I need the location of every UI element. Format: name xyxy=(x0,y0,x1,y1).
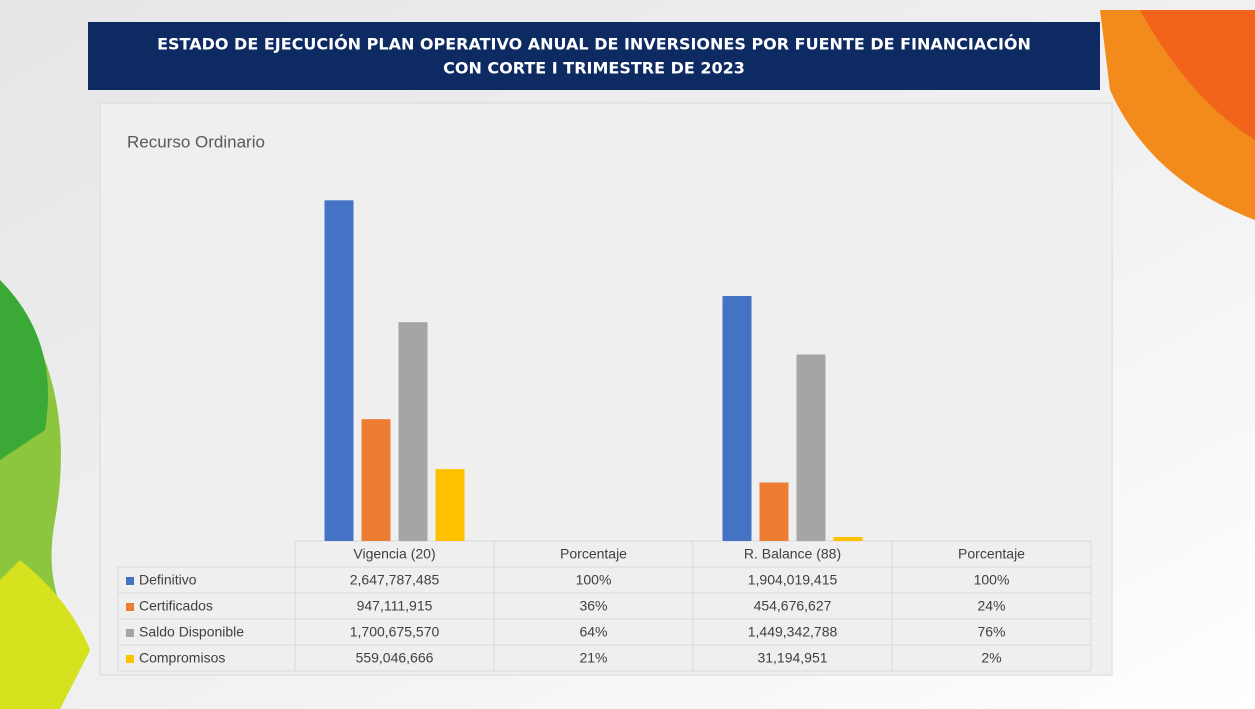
legend-label: Definitivo xyxy=(139,572,197,588)
header-title: ESTADO DE EJECUCIÓN PLAN OPERATIVO ANUAL… xyxy=(157,35,1031,54)
category-label: R. Balance (88) xyxy=(744,546,841,562)
table-value: 559,046,666 xyxy=(356,650,434,666)
category-label: Vigencia (20) xyxy=(353,546,435,562)
bar xyxy=(797,355,826,541)
bar xyxy=(760,482,789,541)
legend-swatch xyxy=(126,603,134,611)
page: ESTADO DE EJECUCIÓN PLAN OPERATIVO ANUAL… xyxy=(0,0,1255,709)
table-value: 36% xyxy=(579,598,607,614)
header-title: CON CORTE I TRIMESTRE DE 2023 xyxy=(443,59,745,78)
legend-label: Certificados xyxy=(139,598,213,614)
table-value: 1,449,342,788 xyxy=(748,624,838,640)
legend-label: Saldo Disponible xyxy=(139,624,244,640)
slide: ESTADO DE EJECUCIÓN PLAN OPERATIVO ANUAL… xyxy=(0,0,1255,709)
bar xyxy=(399,322,428,541)
category-label: Porcentaje xyxy=(958,546,1025,562)
bar xyxy=(834,537,863,541)
table-value: 24% xyxy=(977,598,1005,614)
table-value: 100% xyxy=(974,572,1010,588)
chart-title: Recurso Ordinario xyxy=(127,132,265,151)
header-banner xyxy=(88,22,1100,90)
legend-label: Compromisos xyxy=(139,650,225,666)
bar xyxy=(436,469,465,541)
category-label: Porcentaje xyxy=(560,546,627,562)
legend-swatch xyxy=(126,629,134,637)
bar xyxy=(723,296,752,541)
table-value: 1,904,019,415 xyxy=(748,572,838,588)
chart-area xyxy=(100,103,1112,675)
table-value: 947,111,915 xyxy=(357,598,433,614)
table-value: 21% xyxy=(579,650,607,666)
table-value: 2,647,787,485 xyxy=(350,572,440,588)
table-value: 1,700,675,570 xyxy=(350,624,440,640)
table-value: 2% xyxy=(981,650,1001,666)
table-value: 31,194,951 xyxy=(757,650,827,666)
bar xyxy=(362,419,391,541)
table-value: 454,676,627 xyxy=(754,598,832,614)
table-value: 100% xyxy=(576,572,612,588)
table-value: 64% xyxy=(579,624,607,640)
legend-swatch xyxy=(126,577,134,585)
bar xyxy=(325,200,354,541)
legend-swatch xyxy=(126,655,134,663)
table-value: 76% xyxy=(977,624,1005,640)
